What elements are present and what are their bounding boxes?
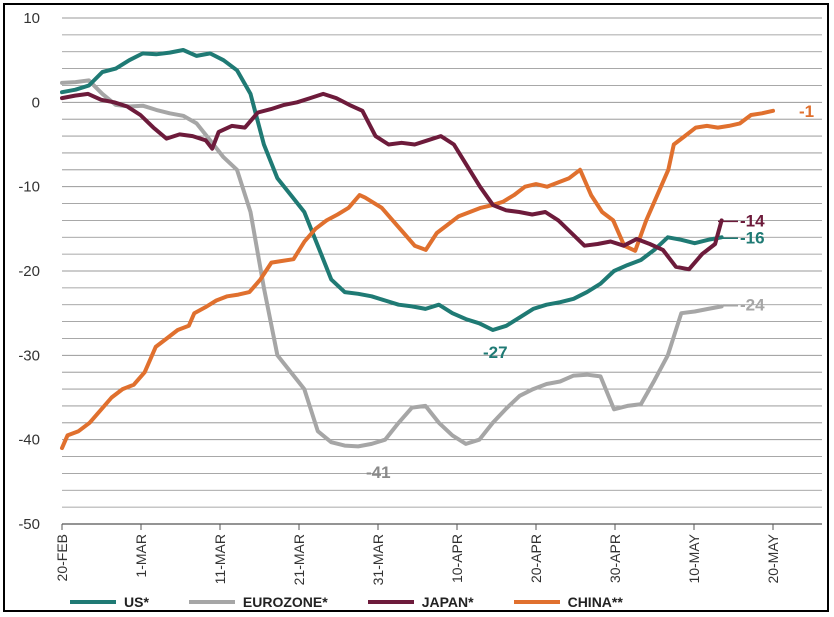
series-min-label: -41 xyxy=(366,463,391,482)
x-tick-label: 11-MAR xyxy=(212,534,228,584)
legend-label: JAPAN* xyxy=(421,594,474,610)
legend-label: CHINA** xyxy=(567,594,623,610)
x-tick-label: 20-APR xyxy=(528,534,544,583)
series-end-label: -16 xyxy=(740,228,765,247)
legend-label: US* xyxy=(124,594,149,610)
series-line-us xyxy=(60,48,724,332)
x-tick-label: 10-MAY xyxy=(686,533,702,583)
series-end-label: -14 xyxy=(740,211,765,230)
legend-swatch xyxy=(513,600,560,604)
series-end-label: -24 xyxy=(740,296,765,315)
y-tick-label: -20 xyxy=(18,263,40,280)
x-tick-label: 21-MAR xyxy=(291,534,307,585)
y-tick-label: -40 xyxy=(18,432,40,449)
legend-swatch xyxy=(70,600,116,604)
series-end-label: -1 xyxy=(799,102,814,121)
legend-item: CHINA** xyxy=(513,594,623,610)
series-line-china xyxy=(60,108,775,451)
series-line-eurozone xyxy=(60,78,724,449)
legend: US* EUROZONE* JAPAN* CHINA** xyxy=(70,594,663,610)
y-tick-label: -50 xyxy=(18,516,40,533)
legend-item: JAPAN* xyxy=(367,594,474,610)
x-tick-label: 30-APR xyxy=(607,534,623,583)
x-tick-label: 10-APR xyxy=(449,534,465,583)
x-tick-label: 20-FEB xyxy=(54,534,70,581)
x-tick-label: 20-MAY xyxy=(765,533,781,583)
y-tick-label: -30 xyxy=(18,347,40,364)
legend-item: US* xyxy=(70,594,149,610)
y-tick-label: 10 xyxy=(23,10,40,27)
legend-swatch xyxy=(188,600,235,604)
legend-label: EUROZONE* xyxy=(242,594,328,610)
x-tick-label: 1-MAR xyxy=(133,534,149,578)
series-line-japan xyxy=(60,91,724,272)
legend-swatch xyxy=(367,600,414,604)
series-min-label: -27 xyxy=(483,343,508,362)
y-tick-label: -10 xyxy=(18,179,40,196)
y-tick-label: 0 xyxy=(32,94,40,111)
x-tick-label: 31-MAR xyxy=(370,534,386,585)
legend-item: EUROZONE* xyxy=(188,594,328,610)
